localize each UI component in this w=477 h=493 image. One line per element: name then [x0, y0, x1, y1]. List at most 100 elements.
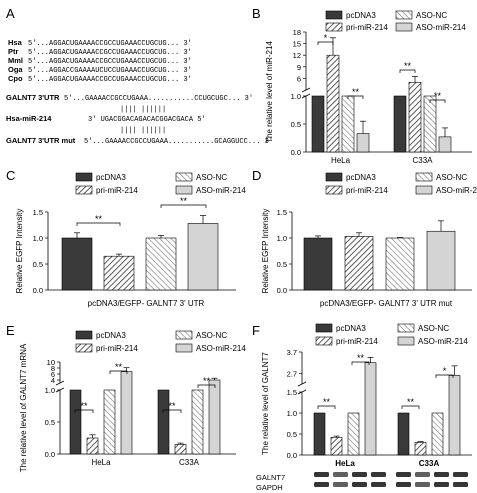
- significance-label: **: [357, 353, 365, 363]
- legend-swatch: [415, 185, 433, 195]
- species-seq: 5'...AGGACUGAAAACCGCCUGAAACCUGCUG... 3': [28, 58, 192, 66]
- species-label: Mml: [8, 56, 23, 65]
- bar: [326, 54, 340, 153]
- utr-label: GALNT7 3'UTR: [6, 93, 60, 102]
- legend-swatch: [325, 22, 343, 32]
- legend-label: pcDNA3: [96, 331, 126, 340]
- panel-letter-c: C: [6, 168, 15, 183]
- species-label: Cpo: [8, 74, 23, 83]
- charts: pcDNA3 ASO-NC pri-miR-214 ASO-miR-214 0.0 0.5…: [15, 10, 477, 492]
- bar: [174, 444, 187, 455]
- legend-label: pri-miR-214: [346, 23, 388, 32]
- significance-label: *: [324, 33, 328, 43]
- blot-band: [415, 472, 430, 477]
- species-label: Ptr: [8, 47, 19, 56]
- blot-band: [352, 482, 367, 487]
- chart-f: 0.0 0.5 1.0 1.5 2.7 3.7 The relative level of …: [261, 348, 472, 468]
- bar: [393, 95, 407, 153]
- mir-seq: 3' UGACGGACAGACACGGACGACA 5': [88, 116, 206, 124]
- panel-letter-d: D: [252, 168, 261, 183]
- significance-label: **: [115, 362, 123, 372]
- legend-swatch: [397, 336, 415, 346]
- y-tick-label: 0.0: [277, 286, 287, 295]
- significance-label: **: [407, 397, 415, 407]
- blot-band: [453, 472, 468, 477]
- legend-label: pcDNA3: [336, 324, 366, 333]
- significance-bracket: [160, 204, 207, 208]
- bar: [423, 95, 437, 153]
- significance-bracket: [401, 405, 420, 409]
- bar: [448, 375, 461, 456]
- blot-band: [352, 472, 367, 477]
- y-tick-label: 1.0: [287, 409, 297, 418]
- legend-label: ASO-miR-214: [416, 23, 466, 32]
- pair-marks: |||| ||||||: [120, 127, 166, 135]
- bar: [313, 412, 326, 456]
- significance-label: **: [95, 214, 103, 224]
- x-category-label: HeLa: [331, 156, 351, 165]
- mut-label: GALNT7 3'UTR mut: [6, 136, 76, 145]
- significance-bracket: [76, 222, 121, 226]
- y-tick-label: 0.5: [277, 260, 287, 269]
- legend-label: ASO-miR-214: [436, 186, 477, 195]
- significance-label: *: [443, 366, 447, 376]
- bar: [191, 389, 204, 455]
- legend-swatch: [75, 172, 93, 182]
- axis-break: [55, 380, 65, 386]
- legend-swatch: [75, 185, 93, 195]
- y-tick-label: 4: [51, 376, 55, 385]
- legend-swatch: [175, 185, 193, 195]
- legend-label: ASO-miR-214: [196, 186, 246, 195]
- bar: [103, 255, 135, 291]
- bar: [330, 437, 343, 456]
- chart-d: 0.0 0.5 1.0 1.5 Relative EGFP Intensity pcDNA…: [261, 208, 472, 308]
- blot-band: [314, 472, 329, 477]
- bar: [356, 133, 370, 153]
- x-category-label: C33A: [412, 156, 433, 165]
- blot-band: [434, 482, 449, 487]
- bar: [438, 136, 452, 153]
- y-tick-label: 9: [297, 63, 301, 72]
- significance-bracket: [197, 384, 216, 388]
- bar: [426, 230, 456, 291]
- y-tick-label: 0.0: [45, 450, 55, 459]
- legend-swatch: [395, 10, 413, 20]
- axis-break: [297, 381, 307, 387]
- y-tick-label: 8: [51, 364, 55, 373]
- legend-label: ASO-NC: [418, 324, 449, 333]
- legend-swatch: [325, 10, 343, 20]
- axis-break: [301, 87, 311, 93]
- bar: [311, 95, 325, 153]
- significance-bracket: [109, 370, 128, 374]
- blot-band: [333, 472, 348, 477]
- y-tick-label: 6: [51, 370, 55, 379]
- species-label: Hsa: [8, 38, 23, 47]
- alignment-panel: Hsa 5'...AGGACUGAAAACCGCCUGAAACCUGCUG...…: [6, 38, 273, 146]
- bar: [414, 442, 427, 456]
- y-tick-label: 0.0: [287, 451, 297, 460]
- legend-swatch: [315, 336, 333, 346]
- legend-label: pri-miR-214: [96, 186, 138, 195]
- bar: [408, 81, 422, 153]
- significance-label: **: [323, 397, 331, 407]
- y-tick-label: 10: [47, 358, 55, 367]
- legend-swatch: [395, 22, 413, 32]
- pair-marks: |||| ||||||: [120, 106, 166, 114]
- y-tick-label: 1.0: [45, 386, 55, 395]
- y-axis-label: Relative EGFP Intensity: [261, 209, 270, 294]
- chart-b: 0.0 0.5 1.0 6 9 12 15 18 The relative level of m…: [265, 28, 472, 165]
- y-tick-label: 6: [297, 74, 301, 83]
- significance-bracket: [435, 374, 454, 378]
- legend-label: ASO-NC: [416, 11, 447, 20]
- x-category-label: HeLa: [335, 459, 355, 468]
- blot-band: [396, 482, 411, 487]
- bar: [341, 95, 355, 153]
- blot-label-galnt7: GALNT7: [256, 473, 285, 482]
- bar: [103, 389, 116, 455]
- bar: [69, 389, 82, 455]
- species-label: Oga: [8, 65, 23, 74]
- y-tick-label: 0.5: [33, 260, 43, 269]
- legend-swatch: [325, 185, 343, 195]
